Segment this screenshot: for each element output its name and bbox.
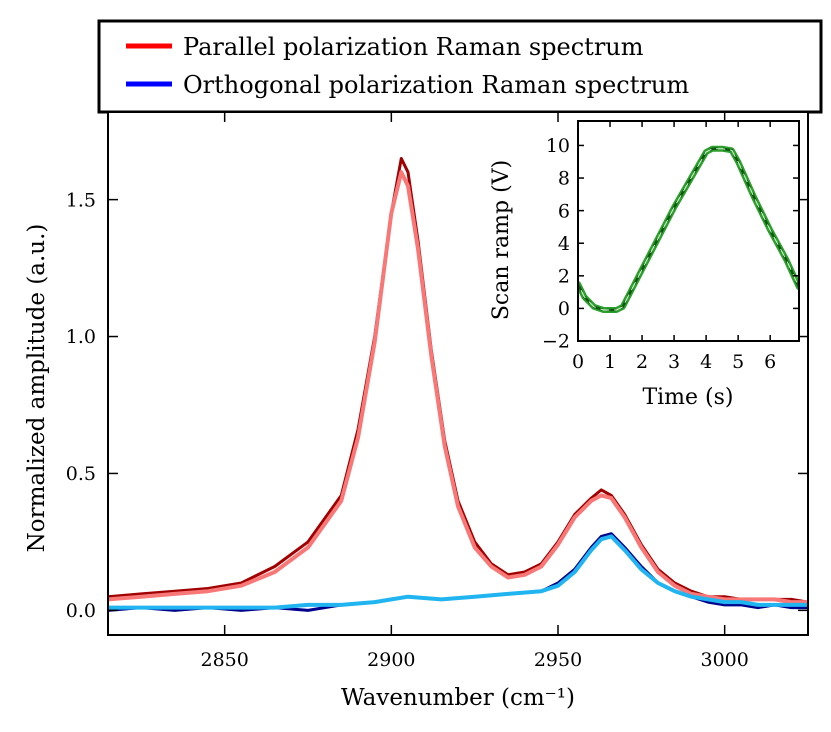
legend-entry-orthogonal: Orthogonal polarization Raman spectrum: [126, 71, 689, 99]
legend-label-orthogonal: Orthogonal polarization Raman spectrum: [183, 71, 689, 99]
inset-ylabel: Scan ramp (V): [489, 160, 514, 320]
inset-plot-area: [578, 121, 799, 341]
inset-ytick-label-0: −2: [542, 331, 570, 353]
inset-ytick-label-5: 8: [558, 168, 570, 190]
inset-xtick-label-1: 1: [604, 351, 616, 373]
main-xtick-label-3: 3000: [700, 649, 748, 671]
main-ytick-label-0: 0.0: [66, 600, 96, 622]
legend-entry-parallel: Parallel polarization Raman spectrum: [126, 33, 644, 61]
legend-label-parallel: Parallel polarization Raman spectrum: [183, 33, 644, 61]
main-xtick-label-0: 2850: [200, 649, 248, 671]
inset-xtick-label-2: 2: [636, 351, 648, 373]
main-xlabel: Wavenumber (cm⁻¹): [341, 685, 575, 711]
main-ytick-label-1: 0.5: [66, 463, 96, 485]
main-xtick-label-2: 2950: [534, 649, 582, 671]
inset-ytick-label-4: 6: [558, 200, 570, 222]
inset-ytick-label-6: 10: [546, 135, 570, 157]
inset-ytick-label-3: 4: [558, 233, 570, 255]
inset-ytick-label-1: 0: [558, 298, 570, 320]
inset-series-line-0-highlight: [578, 148, 799, 311]
inset-xtick-label-0: 0: [572, 351, 584, 373]
inset-xlabel: Time (s): [642, 385, 733, 410]
main-ytick-label-2: 1.0: [66, 326, 96, 348]
main-ylabel: Normalized amplitude (a.u.): [24, 224, 50, 553]
inset-xtick-label-4: 4: [700, 351, 712, 373]
inset-xtick-label-3: 3: [668, 351, 680, 373]
legend-box: [97, 19, 823, 114]
inset-xtick-label-5: 5: [732, 351, 744, 373]
inset-xtick-label-6: 6: [764, 351, 776, 373]
inset-ytick-label-2: 2: [558, 265, 570, 287]
main-plot-frame: [107, 111, 809, 636]
main-series-group: [108, 157, 808, 612]
inset-plot-frame: [577, 120, 800, 342]
main-xtick-label-1: 2900: [367, 649, 415, 671]
main-ytick-label-3: 1.5: [66, 189, 96, 211]
